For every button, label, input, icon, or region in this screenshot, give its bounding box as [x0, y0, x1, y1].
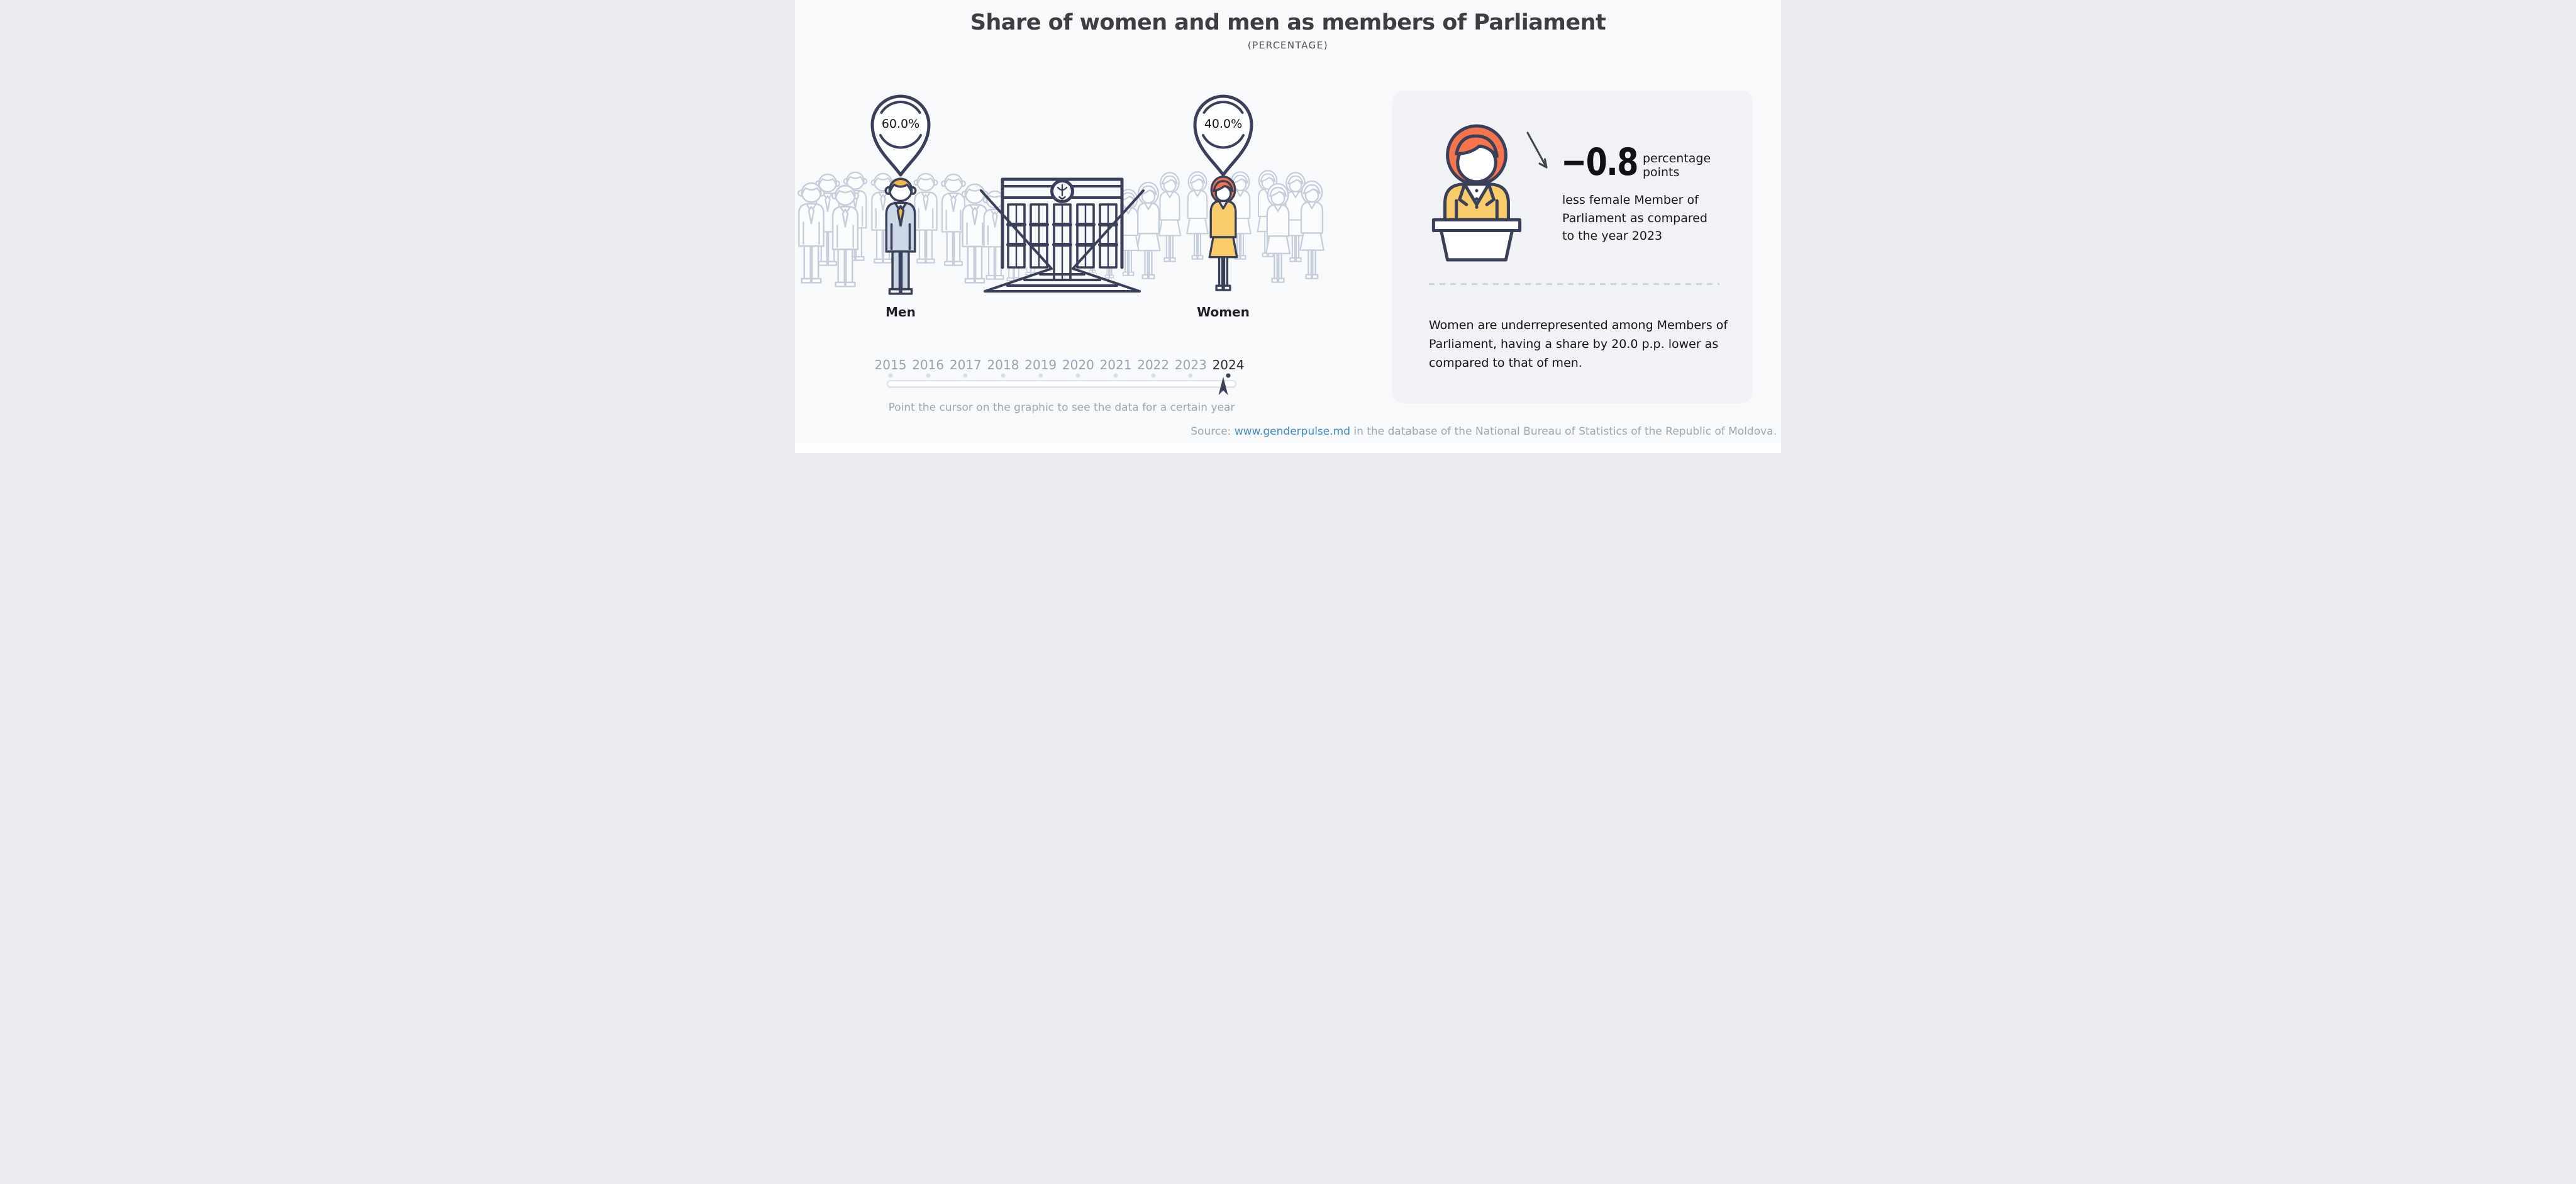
crowd-man-icon	[1004, 211, 1023, 281]
timeline-dot-2022[interactable]	[1151, 373, 1156, 378]
crowd-man-icon	[816, 174, 840, 265]
timeline-year-2022[interactable]: 2022	[1137, 357, 1170, 372]
crowd-man-icon	[983, 191, 1007, 279]
down-right-arrow-icon	[1526, 131, 1548, 169]
crowd-woman-icon	[1284, 172, 1307, 262]
delta-unit: percentage points	[1643, 152, 1711, 179]
timeline-year-2019[interactable]: 2019	[1024, 357, 1057, 372]
men-group-label: Men	[886, 304, 916, 320]
timeline-year-2016[interactable]: 2016	[912, 357, 945, 372]
stats-panel: −0.8 percentage points less female Membe…	[1392, 91, 1753, 403]
timeline-dot-2023[interactable]	[1188, 373, 1193, 378]
crowd-woman-icon	[1257, 170, 1279, 257]
source-link[interactable]: www.genderpulse.md	[1234, 425, 1351, 438]
crowd-woman-icon	[1187, 172, 1208, 259]
crowd-woman-icon	[1230, 172, 1251, 259]
timeline-dot-2016[interactable]	[926, 373, 931, 378]
timeline-year-2023[interactable]: 2023	[1174, 357, 1207, 372]
crowd-man-icon	[914, 174, 938, 263]
timeline-year-2015[interactable]: 2015	[874, 357, 907, 372]
men-share-marker: 60.0%	[866, 89, 935, 177]
crowd-woman-icon	[1266, 184, 1290, 282]
crowd-woman-icon	[1300, 181, 1324, 279]
crowd-woman-icon	[1118, 189, 1139, 276]
crowd-woman-icon	[1158, 172, 1181, 262]
main-man-icon	[886, 179, 916, 294]
crowd-woman-icon	[1086, 221, 1099, 273]
timeline-year-2018[interactable]: 2018	[987, 357, 1019, 372]
timeline-dot-2021[interactable]	[1113, 373, 1118, 378]
timeline-years: 2015 2016 2017 2018 2019 2020 2021 2022 2023 2024	[795, 357, 1781, 372]
men-crowd[interactable]	[798, 172, 1038, 294]
men-share-value: 60.0%	[881, 117, 920, 131]
crowd-woman-icon	[1136, 182, 1160, 279]
timeline-dot-2018[interactable]	[1001, 373, 1006, 378]
timeline-year-2021[interactable]: 2021	[1099, 357, 1132, 372]
panel-summary: Women are underrepresented among Members…	[1429, 318, 1728, 371]
crowd-man-icon	[871, 174, 895, 263]
timeline-dot-2019[interactable]	[1038, 373, 1043, 378]
crowd-man-icon	[941, 174, 965, 265]
woman-at-podium-icon	[1431, 124, 1522, 262]
source-prefix: Source:	[1191, 425, 1235, 438]
bottom-strip	[795, 442, 1781, 453]
timeline-dot-2017[interactable]	[963, 373, 968, 378]
women-group-label: Women	[1197, 304, 1250, 320]
delta-value: −0.8	[1561, 140, 1638, 184]
timeline-dot-2015[interactable]	[888, 373, 893, 378]
source-line: Source: www.genderpulse.md in the databa…	[1191, 425, 1777, 438]
timeline-dot-2024[interactable]	[1226, 373, 1231, 378]
main-woman-icon	[1209, 176, 1237, 291]
women-share-value: 40.0%	[1204, 117, 1243, 131]
crowd-man-icon	[832, 186, 858, 287]
page-subtitle: (PERCENTAGE)	[1247, 40, 1329, 51]
women-crowd[interactable]	[1086, 170, 1324, 291]
timeline-dot-2020[interactable]	[1075, 373, 1080, 378]
timeline-year-2017[interactable]: 2017	[949, 357, 982, 372]
crowd-man-icon	[843, 172, 867, 260]
timeline-hint: Point the cursor on the graphic to see t…	[888, 401, 1235, 414]
crowd-man-icon	[1024, 221, 1038, 275]
timeline-year-2024[interactable]: 2024	[1212, 357, 1245, 372]
page-title: Share of women and men as members of Par…	[970, 10, 1606, 35]
women-share-marker: 40.0%	[1189, 89, 1258, 177]
crowd-man-icon	[962, 184, 988, 283]
delta-description: less female Member of Parliament as comp…	[1562, 193, 1707, 243]
panel-divider	[1429, 283, 1719, 285]
timeline-year-2020[interactable]: 2020	[1062, 357, 1094, 372]
timeline-slider-track[interactable]	[887, 380, 1236, 388]
crowd-woman-icon	[1101, 210, 1118, 278]
infographic-page: Share of women and men as members of Par…	[795, 0, 1781, 453]
crowd-man-icon	[798, 182, 824, 283]
map-pin-icon	[870, 94, 931, 177]
map-pin-icon	[1193, 94, 1253, 177]
slider-cursor-icon[interactable]	[1218, 376, 1228, 397]
source-suffix: in the database of the National Bureau o…	[1350, 425, 1777, 438]
parliament-building-icon	[980, 177, 1145, 293]
